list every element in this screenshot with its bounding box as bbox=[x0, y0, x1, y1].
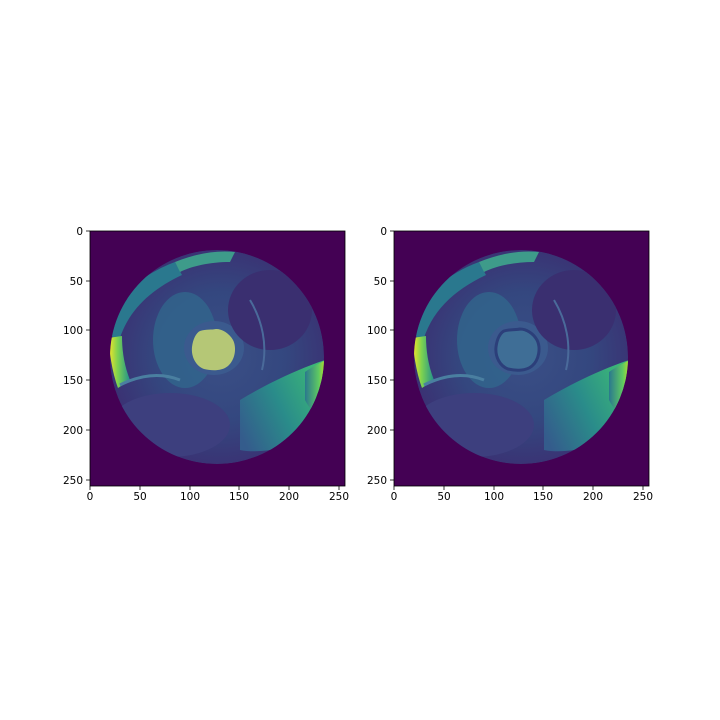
y-axis: 0 50 100 150 200 250 bbox=[63, 226, 90, 487]
x-tick-label: 50 bbox=[133, 491, 146, 503]
segmentation-mask bbox=[191, 329, 236, 371]
x-tick-label: 100 bbox=[484, 491, 504, 503]
x-tick-label: 200 bbox=[583, 491, 603, 503]
y-tick-label: 0 bbox=[380, 226, 387, 238]
y-tick-label: 200 bbox=[63, 425, 83, 437]
x-tick-label: 0 bbox=[87, 491, 94, 503]
x-tick-label: 150 bbox=[533, 491, 553, 503]
axes-frame bbox=[393, 230, 650, 487]
y-tick-label: 150 bbox=[63, 375, 83, 387]
x-tick-label: 150 bbox=[229, 491, 249, 503]
x-tick-label: 100 bbox=[180, 491, 200, 503]
y-axis: 0 50 100 150 200 250 bbox=[367, 226, 394, 487]
x-tick-label: 50 bbox=[437, 491, 450, 503]
x-tick-label: 250 bbox=[329, 491, 349, 503]
x-tick-label: 250 bbox=[633, 491, 653, 503]
y-tick-label: 50 bbox=[70, 276, 83, 288]
y-tick-label: 250 bbox=[367, 475, 387, 487]
y-tick-label: 250 bbox=[63, 475, 83, 487]
axes-frame bbox=[89, 230, 346, 487]
y-tick-label: 200 bbox=[367, 425, 387, 437]
y-tick-label: 50 bbox=[374, 276, 387, 288]
panel-right: 0 50 100 150 200 250 0 50 100 150 200 25… bbox=[367, 226, 653, 503]
y-tick-label: 100 bbox=[367, 325, 387, 337]
x-axis: 0 50 100 150 200 250 bbox=[87, 486, 349, 503]
x-tick-label: 200 bbox=[279, 491, 299, 503]
mri-slice bbox=[414, 250, 628, 464]
x-tick-label: 0 bbox=[391, 491, 398, 503]
panel-left: 0 50 100 150 200 250 0 50 100 150 200 25… bbox=[63, 226, 349, 503]
y-tick-label: 0 bbox=[76, 226, 83, 238]
y-tick-label: 100 bbox=[63, 325, 83, 337]
y-tick-label: 150 bbox=[367, 375, 387, 387]
x-axis: 0 50 100 150 200 250 bbox=[391, 486, 653, 503]
